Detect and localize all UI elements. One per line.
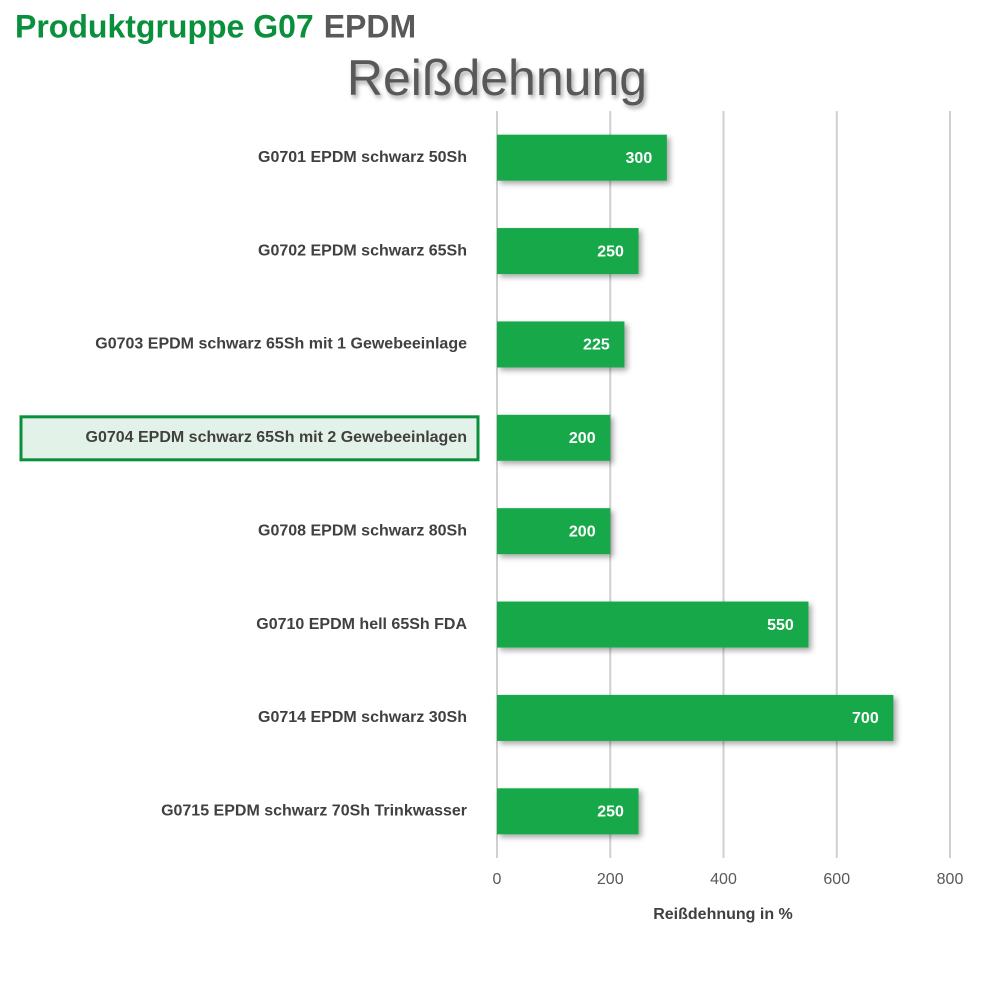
value-label: 550: [767, 617, 794, 634]
x-tick-label: 0: [493, 871, 502, 888]
bar: [497, 321, 625, 368]
bar: [497, 414, 611, 461]
y-tick-label: G0708 EPDM schwarz 80Sh: [258, 522, 467, 539]
y-tick-label: G0715 EPDM schwarz 70Sh Trinkwasser: [161, 803, 467, 820]
value-label: 250: [597, 804, 624, 821]
y-tick-label: G0701 EPDM schwarz 50Sh: [258, 149, 467, 166]
value-label: 225: [583, 337, 610, 354]
value-label: 200: [569, 430, 596, 447]
y-tick-label: G0702 EPDM schwarz 65Sh: [258, 242, 467, 259]
x-tick-label: 800: [937, 871, 964, 888]
chart-title: Produktgruppe G07: [15, 8, 314, 44]
bar: [497, 601, 809, 648]
chart-title-suffix: EPDM: [324, 8, 416, 44]
value-label: 300: [626, 150, 653, 167]
bar: [497, 134, 667, 181]
bar: [497, 228, 639, 275]
x-tick-label: 400: [710, 871, 737, 888]
x-tick-label: 600: [823, 871, 850, 888]
bar: [497, 694, 894, 741]
y-tick-label: G0710 EPDM hell 65Sh FDA: [256, 616, 467, 633]
value-label: 250: [597, 243, 624, 260]
value-label: 700: [852, 710, 879, 727]
highlight-box: [19, 415, 480, 462]
value-label: 200: [569, 523, 596, 540]
x-axis-label: Reißdehnung in %: [653, 906, 793, 923]
chart-subtitle: Reißdehnung: [347, 50, 647, 106]
y-tick-label: G0703 EPDM schwarz 65Sh mit 1 Gewebeeinl…: [95, 336, 467, 353]
bar: [497, 508, 611, 555]
y-tick-label: G0714 EPDM schwarz 30Sh: [258, 709, 467, 726]
x-tick-label: 200: [597, 871, 624, 888]
y-tick-label: G0704 EPDM schwarz 65Sh mit 2 Gewebeeinl…: [86, 429, 467, 446]
bar: [497, 788, 639, 835]
